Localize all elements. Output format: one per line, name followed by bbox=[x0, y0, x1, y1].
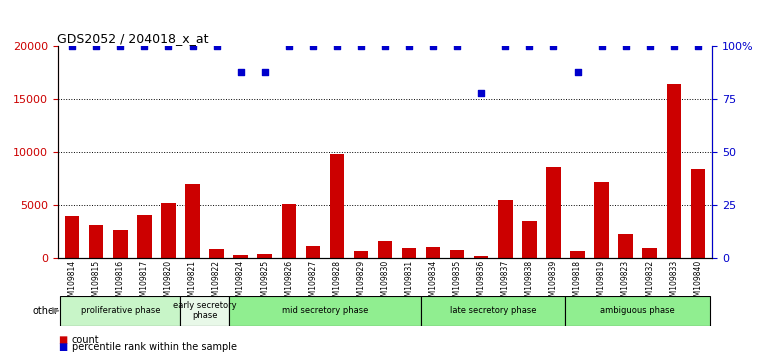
Point bbox=[499, 43, 511, 49]
Bar bbox=[65, 216, 79, 258]
Bar bbox=[642, 248, 657, 258]
Bar bbox=[233, 255, 248, 258]
Point bbox=[379, 43, 391, 49]
Text: GDS2052 / 204018_x_at: GDS2052 / 204018_x_at bbox=[57, 32, 209, 45]
Bar bbox=[546, 167, 561, 258]
Text: early secretory
phase: early secretory phase bbox=[172, 301, 236, 320]
Point bbox=[427, 43, 439, 49]
Point bbox=[355, 43, 367, 49]
Text: mid secretory phase: mid secretory phase bbox=[282, 306, 368, 315]
Bar bbox=[229, 296, 421, 326]
Point bbox=[668, 43, 680, 49]
Bar bbox=[180, 296, 229, 326]
Text: ambiguous phase: ambiguous phase bbox=[601, 306, 675, 315]
Text: count: count bbox=[72, 335, 99, 345]
Bar bbox=[522, 221, 537, 258]
Point bbox=[186, 43, 199, 49]
Bar bbox=[161, 203, 176, 258]
Bar bbox=[89, 225, 103, 258]
Bar bbox=[691, 169, 705, 258]
Bar bbox=[571, 251, 584, 258]
Bar bbox=[353, 251, 368, 258]
Point bbox=[403, 43, 415, 49]
Point bbox=[475, 90, 487, 96]
Bar bbox=[426, 247, 440, 258]
Bar bbox=[60, 296, 180, 326]
Text: ■: ■ bbox=[58, 335, 67, 345]
Bar bbox=[378, 241, 392, 258]
Bar bbox=[594, 182, 609, 258]
Point bbox=[451, 43, 464, 49]
Point bbox=[595, 43, 608, 49]
Point bbox=[306, 43, 319, 49]
Point bbox=[210, 43, 223, 49]
Point bbox=[139, 43, 151, 49]
Bar bbox=[498, 200, 513, 258]
Point bbox=[619, 43, 631, 49]
Point bbox=[90, 43, 102, 49]
Bar bbox=[209, 249, 224, 258]
Point bbox=[691, 43, 704, 49]
Point bbox=[330, 43, 343, 49]
Point bbox=[114, 43, 126, 49]
Bar bbox=[402, 248, 417, 258]
Text: proliferative phase: proliferative phase bbox=[81, 306, 160, 315]
Point bbox=[524, 43, 536, 49]
Point bbox=[234, 69, 246, 74]
Bar bbox=[330, 154, 344, 258]
Point bbox=[259, 69, 271, 74]
Text: other: other bbox=[32, 306, 59, 316]
Bar bbox=[282, 204, 296, 258]
Bar bbox=[450, 250, 464, 258]
Point bbox=[571, 69, 584, 74]
Point bbox=[547, 43, 560, 49]
Point bbox=[162, 43, 175, 49]
Bar bbox=[565, 296, 710, 326]
Bar bbox=[421, 296, 565, 326]
Point bbox=[644, 43, 656, 49]
Bar bbox=[137, 215, 152, 258]
Text: ■: ■ bbox=[58, 342, 67, 352]
Text: late secretory phase: late secretory phase bbox=[450, 306, 537, 315]
Point bbox=[66, 43, 79, 49]
Bar bbox=[306, 246, 320, 258]
Bar bbox=[618, 234, 633, 258]
Bar bbox=[474, 256, 488, 258]
Bar bbox=[667, 84, 681, 258]
Bar bbox=[257, 254, 272, 258]
Point bbox=[283, 43, 295, 49]
Text: percentile rank within the sample: percentile rank within the sample bbox=[72, 342, 236, 352]
Bar bbox=[113, 230, 128, 258]
Bar bbox=[186, 184, 199, 258]
